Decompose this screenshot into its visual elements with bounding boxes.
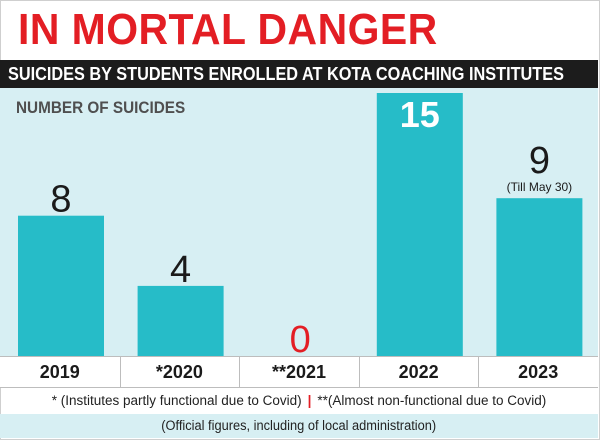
x-tick-2022: 2022 [398, 362, 439, 382]
bar-2019 [18, 215, 104, 356]
value-label-2021: 0 [290, 319, 311, 361]
tick-divider [119, 357, 121, 387]
value-label-2022: 15 [400, 94, 440, 135]
footnote-partly-functional: * (Institutes partly functional due to C… [51, 393, 302, 408]
subtitle-bar: SUICIDES BY STUDENTS ENROLLED AT KOTA CO… [0, 60, 598, 88]
x-axis-tick-row: 2019 *2020 **2021 2022 2023 [0, 356, 598, 388]
source-text: (Official figures, including of local ad… [161, 418, 437, 433]
annotation-till-may-30: (Till May 30) [507, 180, 573, 194]
subtitle: SUICIDES BY STUDENTS ENROLLED AT KOTA CO… [8, 63, 564, 84]
source-note: (Official figures, including of local ad… [0, 414, 598, 438]
tick-divider [358, 357, 360, 387]
x-tick-2019: 2019 [39, 362, 80, 382]
value-label-2020: 4 [170, 249, 191, 291]
value-label-2019: 8 [50, 179, 71, 221]
footnotes: * (Institutes partly functional due to C… [0, 388, 598, 414]
x-tick-2023: 2023 [518, 362, 559, 382]
bar-2022 [376, 93, 463, 356]
x-tick-2021: **2021 [271, 362, 327, 382]
bar-2023 [496, 198, 583, 356]
bar-2020 [137, 285, 224, 356]
footnote-non-functional: **(Almost non-functional due to Covid) [317, 393, 547, 408]
tick-divider [478, 357, 480, 387]
x-tick-2020: *2020 [155, 362, 203, 382]
page-title: IN MORTAL DANGER [18, 5, 438, 54]
tick-divider [239, 357, 241, 387]
value-label-2023: 9 [529, 140, 550, 182]
footnote-separator: | [307, 393, 312, 408]
y-axis-label: NUMBER OF SUICIDES [16, 98, 186, 117]
